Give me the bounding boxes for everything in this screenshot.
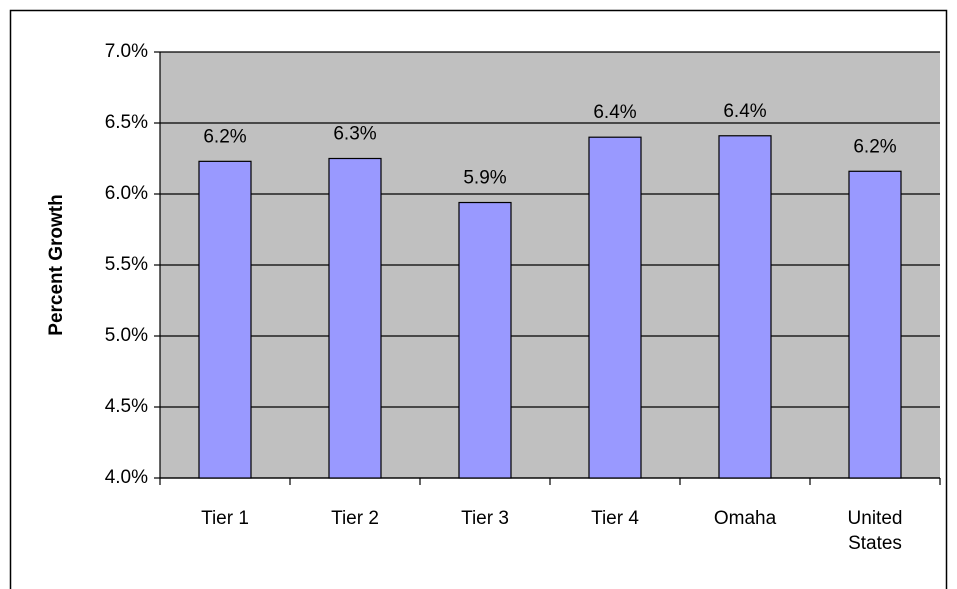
data-label: 6.2%: [203, 126, 246, 147]
x-tick-label: Tier 3: [461, 508, 509, 529]
x-tick-label: Tier 2: [331, 508, 379, 529]
y-tick-label: 6.5%: [105, 112, 148, 133]
y-tick-label: 4.0%: [105, 467, 148, 488]
x-tick-label: Omaha: [713, 508, 777, 529]
bar: [458, 201, 512, 479]
y-tick-label: 5.5%: [105, 254, 148, 275]
data-label: 6.4%: [723, 101, 766, 122]
data-label: 6.4%: [593, 102, 636, 123]
bar: [718, 135, 772, 479]
y-tick-label: 7.0%: [105, 41, 148, 62]
y-tick-label: 5.0%: [105, 325, 148, 346]
data-label: 6.3%: [333, 124, 376, 145]
data-label: 5.9%: [463, 168, 506, 189]
bar: [848, 170, 902, 479]
y-tick-label: 6.0%: [105, 183, 148, 204]
bar: [198, 160, 252, 479]
data-label: 6.2%: [853, 136, 896, 157]
x-tick-label: United States: [847, 508, 903, 554]
bar: [328, 157, 382, 479]
y-axis-title: Percent Growth: [46, 194, 67, 335]
x-tick-label: Tier 1: [201, 508, 249, 529]
x-tick-label: Tier 4: [591, 508, 639, 529]
y-tick-label: 4.5%: [105, 396, 148, 417]
bar: [588, 136, 642, 479]
